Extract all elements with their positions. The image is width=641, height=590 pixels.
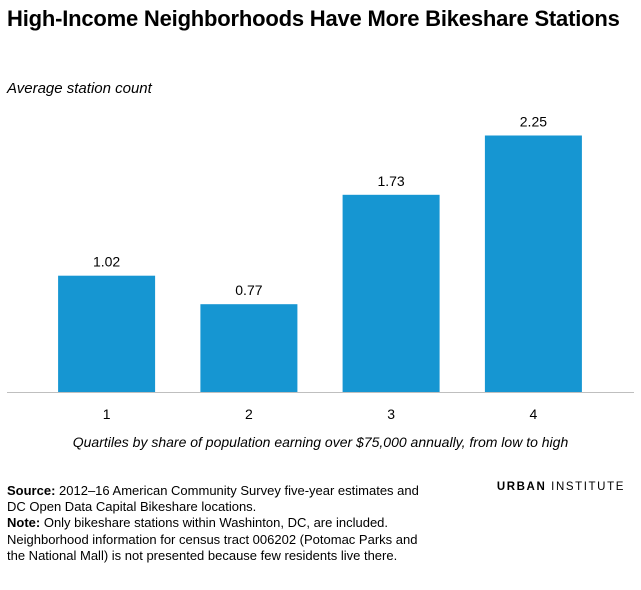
data-label-4: 2.25 xyxy=(520,114,547,130)
note-text: Only bikeshare stations within Washinton… xyxy=(7,515,418,563)
bar-1 xyxy=(58,275,156,392)
bar-3 xyxy=(342,194,440,392)
data-label-1: 1.02 xyxy=(93,254,120,270)
y-axis-label: Average station count xyxy=(7,80,152,97)
data-label-3: 1.73 xyxy=(377,173,404,189)
bar-2 xyxy=(200,304,298,392)
x-axis-label: Quartiles by share of population earning… xyxy=(72,434,569,450)
bar-4 xyxy=(484,135,582,392)
urban-institute-logo: URBAN INSTITUTE xyxy=(497,481,625,493)
source-note: Source: 2012–16 American Community Surve… xyxy=(7,483,427,564)
data-label-2: 0.77 xyxy=(235,282,262,298)
source-label: Source: xyxy=(7,483,56,498)
chart-title: High-Income Neighborhoods Have More Bike… xyxy=(7,6,620,31)
x-tick-label-1: 1 xyxy=(103,406,111,422)
bar-chart: 1.02 1 0.77 2 1.73 3 2.25 4 xyxy=(7,114,634,422)
note-label: Note: xyxy=(7,515,41,531)
x-tick-label-3: 3 xyxy=(387,406,395,422)
x-tick-label-4: 4 xyxy=(530,406,538,422)
x-tick-label-2: 2 xyxy=(245,406,253,422)
source-text: 2012–16 American Community Survey five-y… xyxy=(7,483,419,515)
logo-word-institute: INSTITUTE xyxy=(551,481,625,493)
logo-word-urban: URBAN xyxy=(496,481,547,493)
